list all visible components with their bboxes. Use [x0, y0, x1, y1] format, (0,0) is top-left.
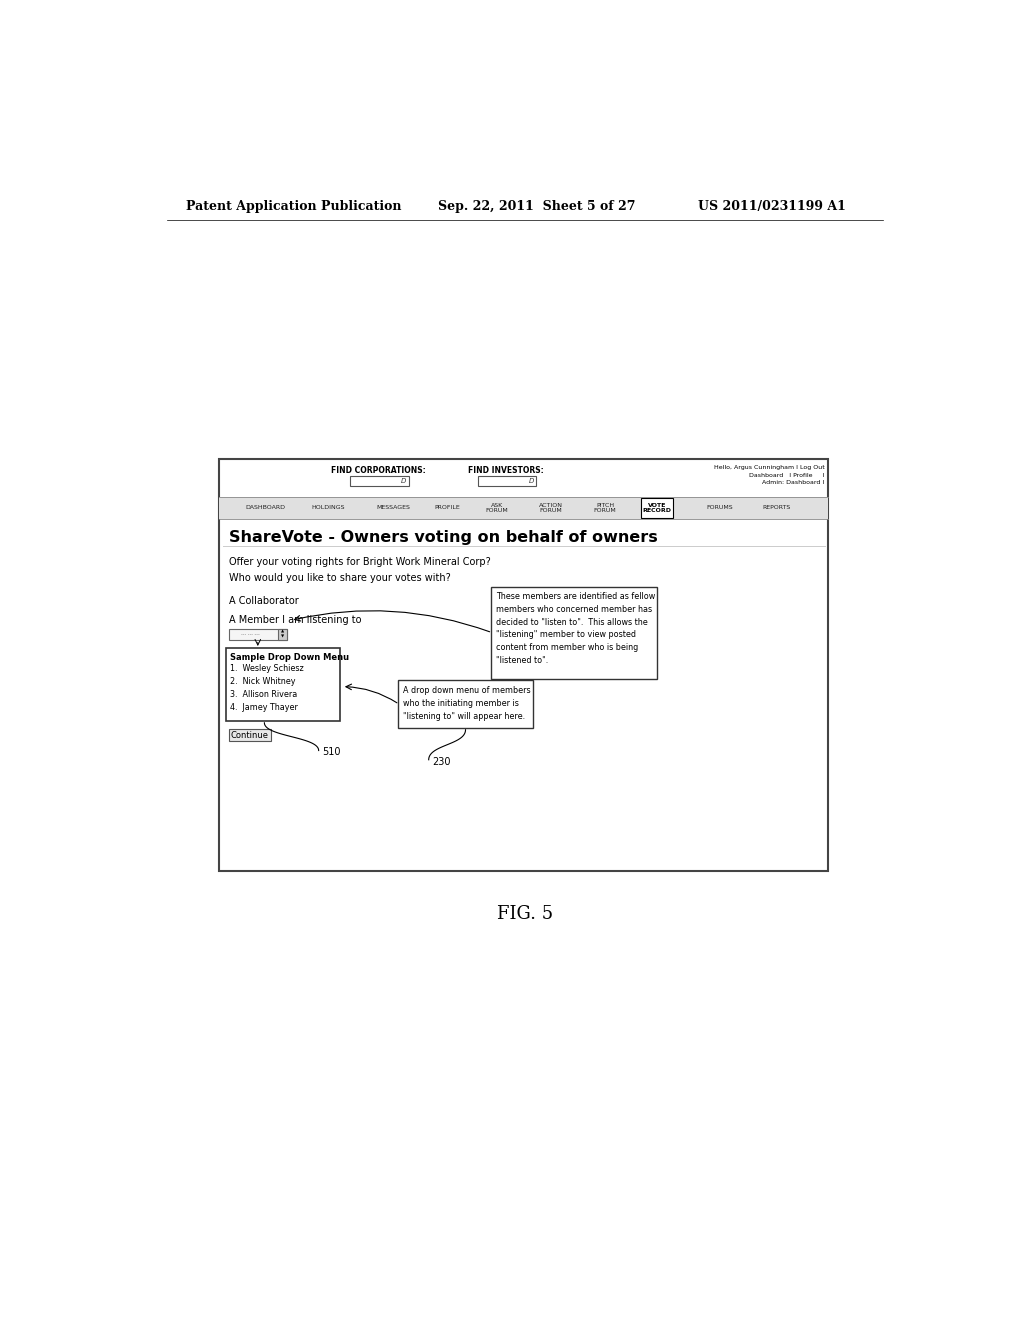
- Text: 230: 230: [432, 756, 452, 767]
- Text: Who would you like to share your votes with?: Who would you like to share your votes w…: [228, 573, 451, 582]
- Bar: [219, 498, 827, 519]
- Bar: [397, 681, 534, 729]
- Text: D: D: [401, 478, 407, 484]
- Text: VOTE
RECORD: VOTE RECORD: [642, 503, 672, 513]
- Text: ACTION
FORUM: ACTION FORUM: [539, 503, 563, 513]
- Bar: [477, 475, 537, 486]
- Text: ▲: ▲: [281, 630, 284, 634]
- Text: Admin: Dashboard I: Admin: Dashboard I: [763, 480, 824, 486]
- Text: FIND CORPORATIONS:: FIND CORPORATIONS:: [331, 466, 426, 475]
- Text: Patent Application Publication: Patent Application Publication: [186, 199, 401, 213]
- Bar: [349, 475, 409, 486]
- Bar: [219, 459, 827, 871]
- Text: 1.  Wesley Schiesz: 1. Wesley Schiesz: [230, 664, 304, 672]
- Text: HOLDINGS: HOLDINGS: [311, 506, 344, 511]
- Text: Hello, Argus Cunningham I Log Out: Hello, Argus Cunningham I Log Out: [714, 465, 824, 470]
- Text: Dashboard   I Profile     I: Dashboard I Profile I: [750, 473, 824, 478]
- Bar: [225, 648, 340, 721]
- Text: PITCH
FORUM: PITCH FORUM: [594, 503, 616, 513]
- Bar: [228, 729, 270, 742]
- Text: ▼: ▼: [281, 635, 284, 639]
- Text: FIND INVESTORS:: FIND INVESTORS:: [468, 466, 544, 475]
- Text: REPORTS: REPORTS: [763, 506, 791, 511]
- Text: 2.  Nick Whitney: 2. Nick Whitney: [230, 677, 296, 685]
- Text: These members are identified as fellow
members who concerned member has
decided : These members are identified as fellow m…: [496, 591, 655, 665]
- Bar: [278, 628, 287, 640]
- Bar: [490, 586, 657, 678]
- Text: Continue: Continue: [230, 731, 268, 739]
- Text: A Collaborator: A Collaborator: [228, 595, 299, 606]
- Text: A drop down menu of members
who the initiating member is
"listening to" will app: A drop down menu of members who the init…: [403, 686, 530, 721]
- Text: ASK
FORUM: ASK FORUM: [485, 503, 508, 513]
- Text: US 2011/0231199 A1: US 2011/0231199 A1: [697, 199, 846, 213]
- Text: --- --- ---: --- --- ---: [241, 632, 260, 636]
- Text: MESSAGES: MESSAGES: [376, 506, 410, 511]
- Text: 510: 510: [323, 747, 341, 758]
- Text: Sample Drop Down Menu: Sample Drop Down Menu: [230, 653, 349, 661]
- Text: Sep. 22, 2011  Sheet 5 of 27: Sep. 22, 2011 Sheet 5 of 27: [438, 199, 636, 213]
- Text: 4.  Jamey Thayer: 4. Jamey Thayer: [230, 702, 298, 711]
- Bar: [641, 498, 674, 517]
- Text: Offer your voting rights for Bright Work Mineral Corp?: Offer your voting rights for Bright Work…: [228, 557, 490, 568]
- Text: D: D: [529, 478, 535, 484]
- Text: DASHBOARD: DASHBOARD: [245, 506, 285, 511]
- Text: FIG. 5: FIG. 5: [497, 906, 553, 923]
- Text: ShareVote - Owners voting on behalf of owners: ShareVote - Owners voting on behalf of o…: [228, 529, 657, 545]
- Text: 3.  Allison Rivera: 3. Allison Rivera: [230, 689, 298, 698]
- Text: PROFILE: PROFILE: [435, 506, 461, 511]
- Text: FORUMS: FORUMS: [707, 506, 733, 511]
- Text: A Member I am listening to: A Member I am listening to: [228, 615, 361, 624]
- Bar: [228, 628, 287, 640]
